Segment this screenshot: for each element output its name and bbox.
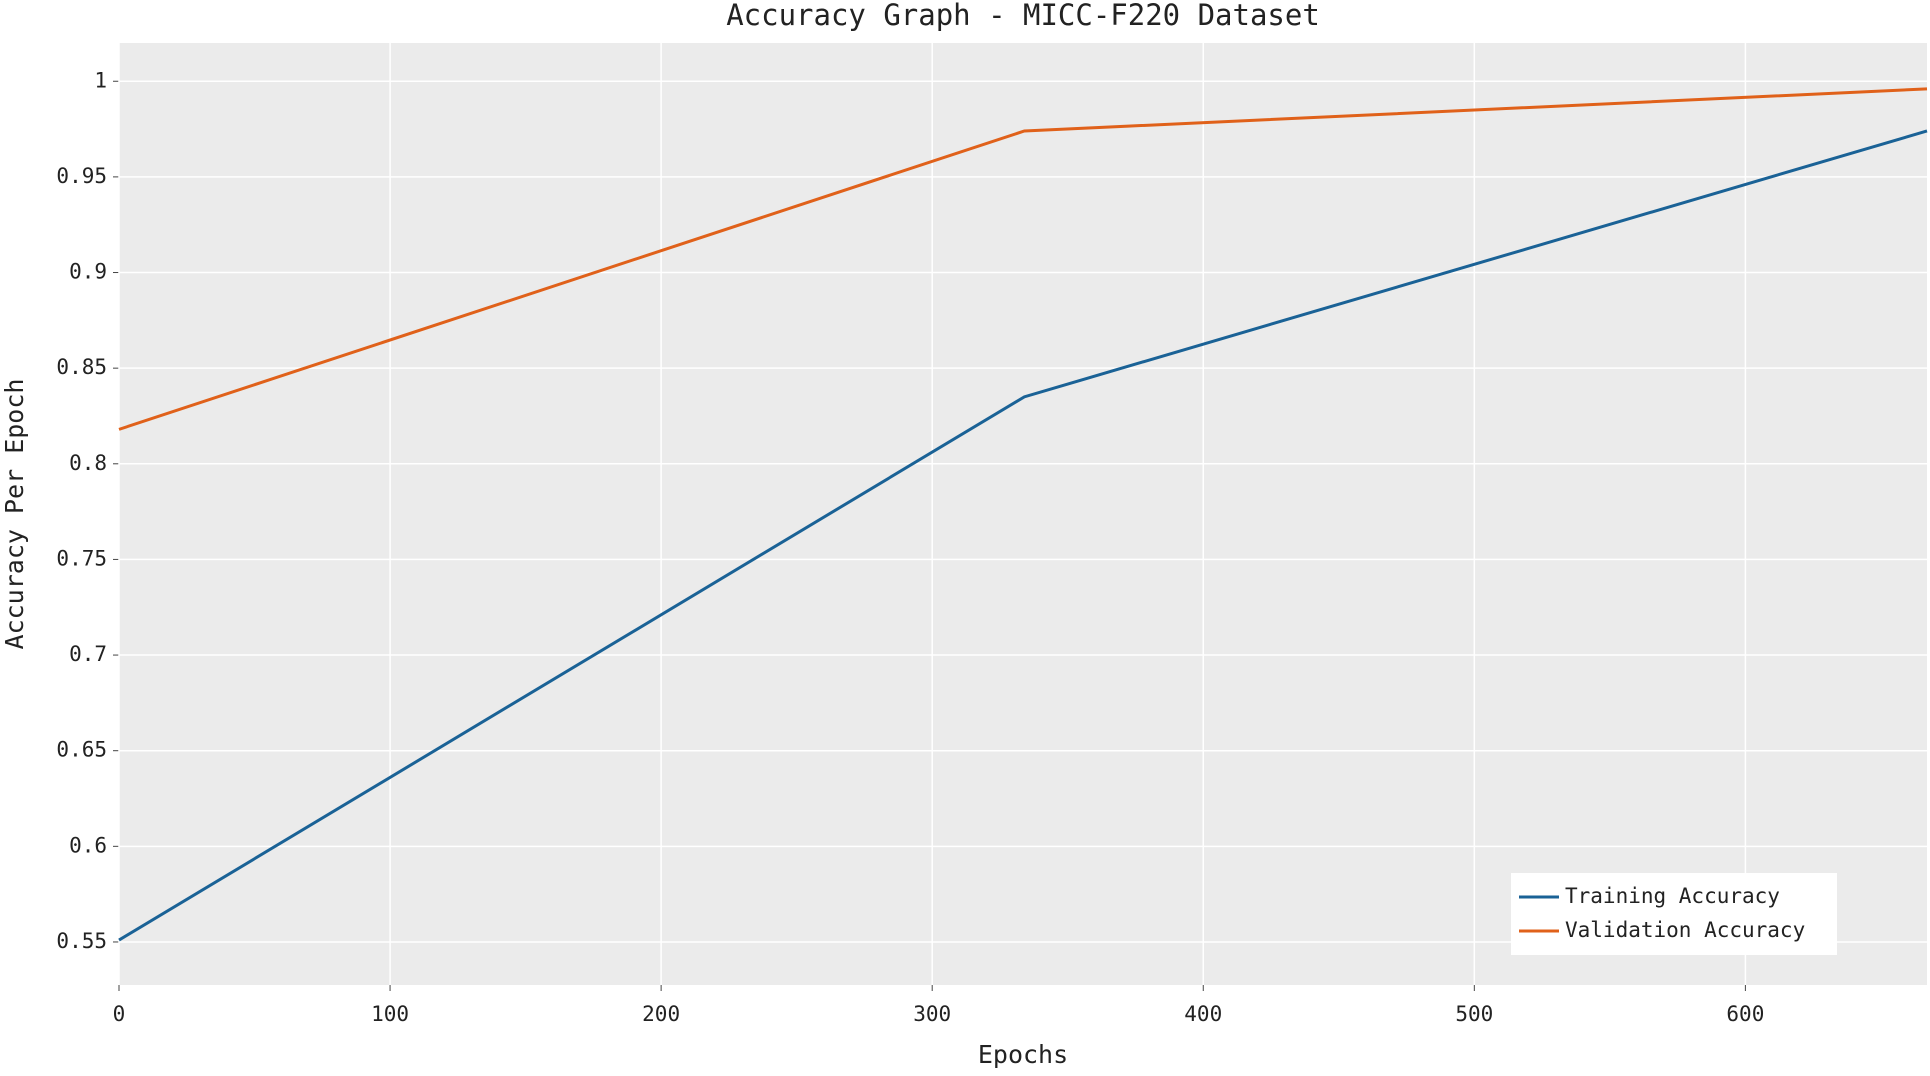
legend-label: Training Accuracy bbox=[1565, 884, 1780, 908]
legend: Training Accuracy Validation Accuracy bbox=[1511, 873, 1837, 955]
x-axis-label: Epochs bbox=[978, 1040, 1068, 1069]
x-tick-label: 0 bbox=[113, 1002, 126, 1026]
y-tick-label: 0.9 bbox=[69, 260, 107, 284]
y-tick-label: 0.75 bbox=[56, 546, 107, 570]
x-tick-label: 100 bbox=[371, 1002, 409, 1026]
chart-title: Accuracy Graph - MICC-F220 Dataset bbox=[726, 0, 1320, 32]
y-tick-label: 0.65 bbox=[56, 738, 107, 762]
plot-area bbox=[119, 43, 1927, 985]
y-tick-label: 0.95 bbox=[56, 164, 107, 188]
x-tick-label: 300 bbox=[913, 1002, 951, 1026]
x-tick-label: 600 bbox=[1726, 1002, 1764, 1026]
x-tick-label: 200 bbox=[642, 1002, 680, 1026]
legend-label: Validation Accuracy bbox=[1565, 918, 1805, 942]
y-tick-label: 0.85 bbox=[56, 355, 107, 379]
x-tick-label: 500 bbox=[1455, 1002, 1493, 1026]
series-line bbox=[118, 129, 1928, 942]
series-line bbox=[118, 87, 1928, 431]
y-tick-label: 0.7 bbox=[69, 642, 107, 666]
y-tick-label: 0.8 bbox=[69, 451, 107, 475]
y-axis-label: Accuracy Per Epoch bbox=[0, 379, 29, 650]
legend-box bbox=[1511, 873, 1837, 955]
x-tick-label: 400 bbox=[1184, 1002, 1222, 1026]
y-tick-label: 0.6 bbox=[69, 833, 107, 857]
y-tick-label: 1 bbox=[94, 68, 107, 92]
y-tick-label: 0.55 bbox=[56, 929, 107, 953]
